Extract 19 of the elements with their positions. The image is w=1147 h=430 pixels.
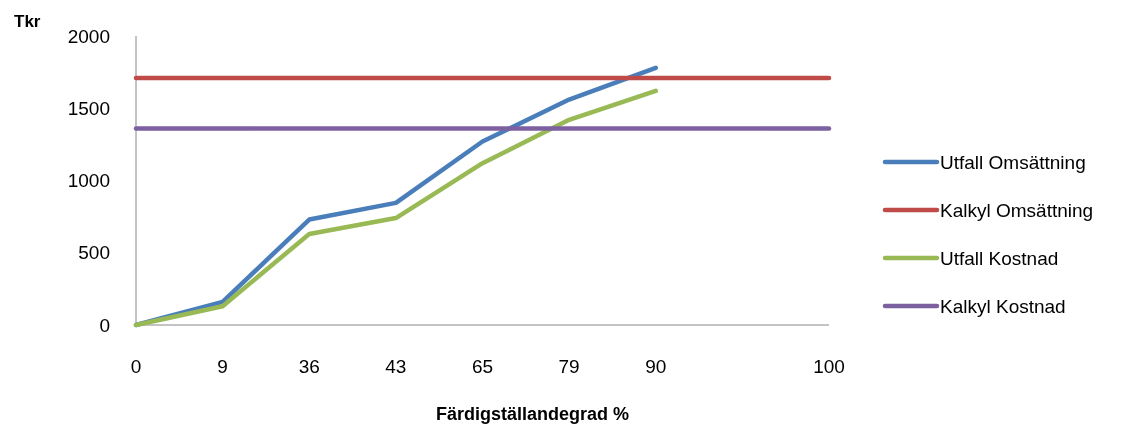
x-tick-label: 100 [813,356,845,377]
y-tick-label: 500 [78,242,110,264]
y-tick-label: 1000 [67,170,110,192]
y-axis-title: Tkr [14,12,41,31]
legend-label: Kalkyl Kostnad [940,295,1066,317]
x-tick-label: 79 [558,356,580,377]
x-tick-label: 90 [645,356,667,377]
legend-label: Utfall Kostnad [940,247,1059,269]
x-tick-label: 65 [471,356,494,377]
y-tick-label: 2000 [67,25,110,47]
x-tick-label: 43 [385,356,407,377]
x-tick-label: 9 [217,356,228,377]
legend-label: Utfall Omsättning [940,151,1086,173]
y-tick-label: 1500 [67,97,110,119]
legend-label: Kalkyl Omsättning [940,199,1094,221]
x-tick-label: 0 [130,356,142,377]
x-tick-label: 36 [298,356,320,377]
y-tick-label: 0 [99,314,110,336]
x-axis-title: Färdigställandegrad % [435,404,630,424]
